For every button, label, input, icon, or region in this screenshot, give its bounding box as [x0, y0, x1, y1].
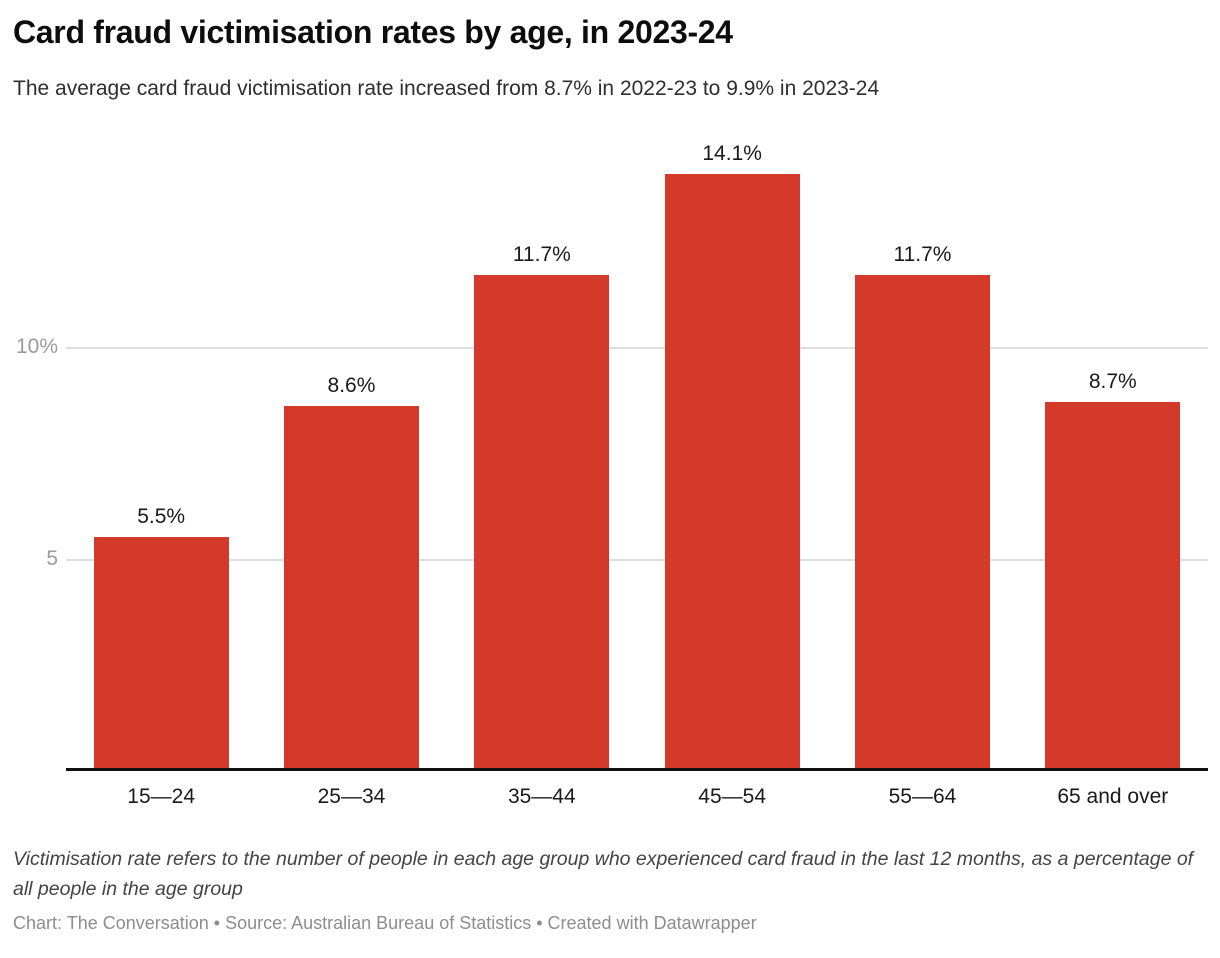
x-axis-label: 15—24 [127, 785, 196, 809]
chart-subtitle: The average card fraud victimisation rat… [13, 76, 880, 100]
y-tick-label-5: 5 [46, 547, 58, 571]
x-axis-label: 45—54 [698, 785, 766, 809]
attribution: Chart: The Conversation • Source: Austra… [13, 913, 757, 934]
bar[interactable] [474, 275, 610, 771]
gridline-5 [66, 559, 1208, 562]
bar[interactable] [664, 174, 800, 771]
bar-group: 11.7% [827, 118, 1017, 771]
bar-value-label: 14.1% [702, 142, 762, 166]
bar-group: 14.1% [637, 118, 827, 771]
bar-group: 5.5% [66, 118, 256, 771]
y-tick-label-10: 10% [15, 335, 58, 359]
x-axis-labels: 15—24 25—34 35—44 45—54 55—64 65 and over [66, 785, 1208, 809]
bar[interactable] [283, 406, 420, 771]
bar[interactable] [854, 275, 991, 771]
bar-value-label: 8.6% [327, 374, 376, 398]
x-axis-line [66, 768, 1208, 772]
gridline-10 [66, 347, 1208, 350]
chart-footer: Victimisation rate refers to the number … [0, 818, 1220, 934]
bar-group: 8.7% [1018, 118, 1208, 771]
x-axis-label: 35—44 [507, 785, 576, 809]
bar-chart: 5 10% 5.5% 8.6% 11.7% 14.1% 11.7% 8.7% 15—24 25… [12, 118, 1208, 818]
bars-container: 5.5% 8.6% 11.7% 14.1% 11.7% 8.7% [66, 118, 1208, 771]
bar-value-label: 11.7% [893, 243, 952, 267]
bar[interactable] [93, 537, 229, 771]
x-axis-label: 65 and over [1057, 785, 1169, 809]
bar[interactable] [1045, 402, 1181, 771]
bar-value-label: 8.7% [1088, 370, 1137, 394]
x-axis-label: 55—64 [888, 785, 957, 809]
chart-header: Card fraud victimisation rates by age, i… [0, 0, 1220, 102]
chart-title: Card fraud victimisation rates by age, i… [13, 14, 733, 50]
bar-group: 11.7% [447, 118, 637, 771]
x-axis-label: 25—34 [317, 785, 386, 809]
bar-value-label: 11.7% [512, 243, 571, 267]
bar-value-label: 5.5% [137, 505, 186, 529]
footnote: Victimisation rate refers to the number … [13, 848, 1194, 901]
bar-group: 8.6% [256, 118, 446, 771]
